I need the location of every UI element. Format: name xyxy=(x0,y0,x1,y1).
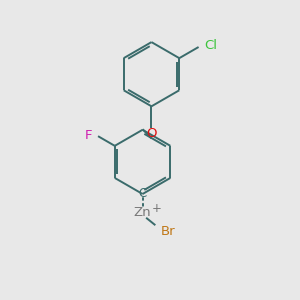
Text: F: F xyxy=(85,129,93,142)
Text: C: C xyxy=(138,188,147,200)
Text: O: O xyxy=(146,127,157,140)
Text: +: + xyxy=(152,202,162,215)
Text: Zn: Zn xyxy=(134,206,152,219)
Text: Cl: Cl xyxy=(204,39,217,52)
Text: Br: Br xyxy=(160,225,175,238)
